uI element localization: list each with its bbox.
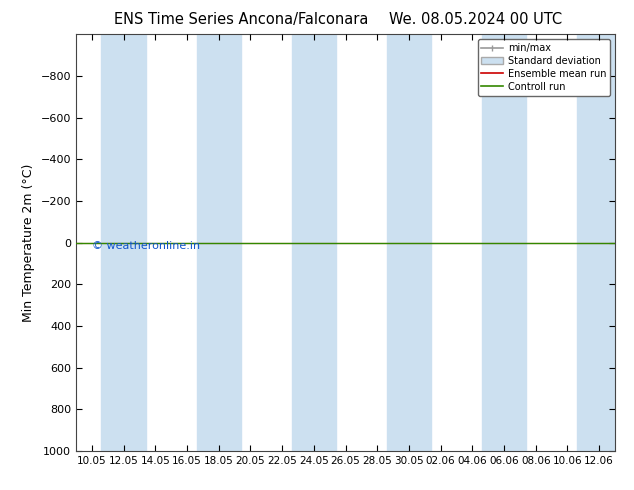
Bar [387,34,431,451]
Y-axis label: Min Temperature 2m (°C): Min Temperature 2m (°C) [22,163,35,322]
Legend: min/max, Standard deviation, Ensemble mean run, Controll run: min/max, Standard deviation, Ensemble me… [477,39,610,96]
Bar [101,34,146,451]
Bar [292,34,336,451]
Text: We. 08.05.2024 00 UTC: We. 08.05.2024 00 UTC [389,12,562,27]
Text: © weatheronline.in: © weatheronline.in [93,241,200,251]
Bar [577,34,621,451]
Bar [197,34,241,451]
Bar [482,34,526,451]
Text: ENS Time Series Ancona/Falconara: ENS Time Series Ancona/Falconara [113,12,368,27]
